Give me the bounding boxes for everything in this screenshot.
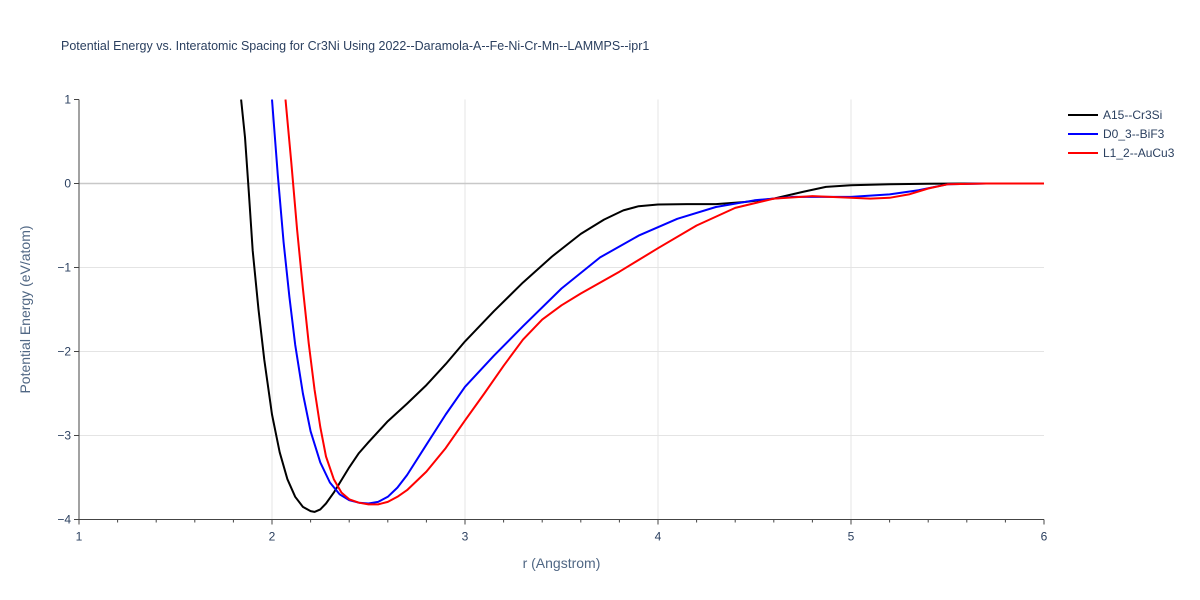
- y-tick-label: −4: [57, 513, 71, 527]
- legend-item[interactable]: D0_3--BiF3: [1068, 127, 1165, 141]
- x-axis-title: r (Angstrom): [523, 555, 601, 571]
- legend-item[interactable]: L1_2--AuCu3: [1068, 146, 1175, 160]
- series-line-0: [240, 99, 1044, 513]
- legend-label: D0_3--BiF3: [1103, 127, 1165, 141]
- y-tick-label: 1: [64, 93, 71, 107]
- x-tick-label: 5: [848, 530, 855, 544]
- chart-title: Potential Energy vs. Interatomic Spacing…: [61, 39, 649, 53]
- legend-label: A15--Cr3Si: [1103, 108, 1162, 122]
- x-tick-label: 1: [76, 530, 83, 544]
- x-tick-label: 4: [655, 530, 662, 544]
- x-tick-label: 3: [462, 530, 469, 544]
- legend-label: L1_2--AuCu3: [1103, 146, 1175, 160]
- y-tick-label: −2: [57, 345, 71, 359]
- y-axis-title: Potential Energy (eV/atom): [17, 225, 33, 393]
- axes: 1 2 3 4 5 6 −4 −3 −2 −1 0 1: [57, 93, 1047, 544]
- x-tick-label: 6: [1041, 530, 1048, 544]
- y-tick-label: 0: [64, 177, 71, 191]
- series-line-2: [284, 99, 1044, 506]
- y-tick-label: −1: [57, 261, 71, 275]
- legend-item[interactable]: A15--Cr3Si: [1068, 108, 1162, 122]
- legend[interactable]: A15--Cr3Si D0_3--BiF3 L1_2--AuCu3: [1068, 108, 1175, 160]
- x-tick-label: 2: [269, 530, 276, 544]
- y-tick-label: −3: [57, 429, 71, 443]
- series-lines: [240, 99, 1044, 513]
